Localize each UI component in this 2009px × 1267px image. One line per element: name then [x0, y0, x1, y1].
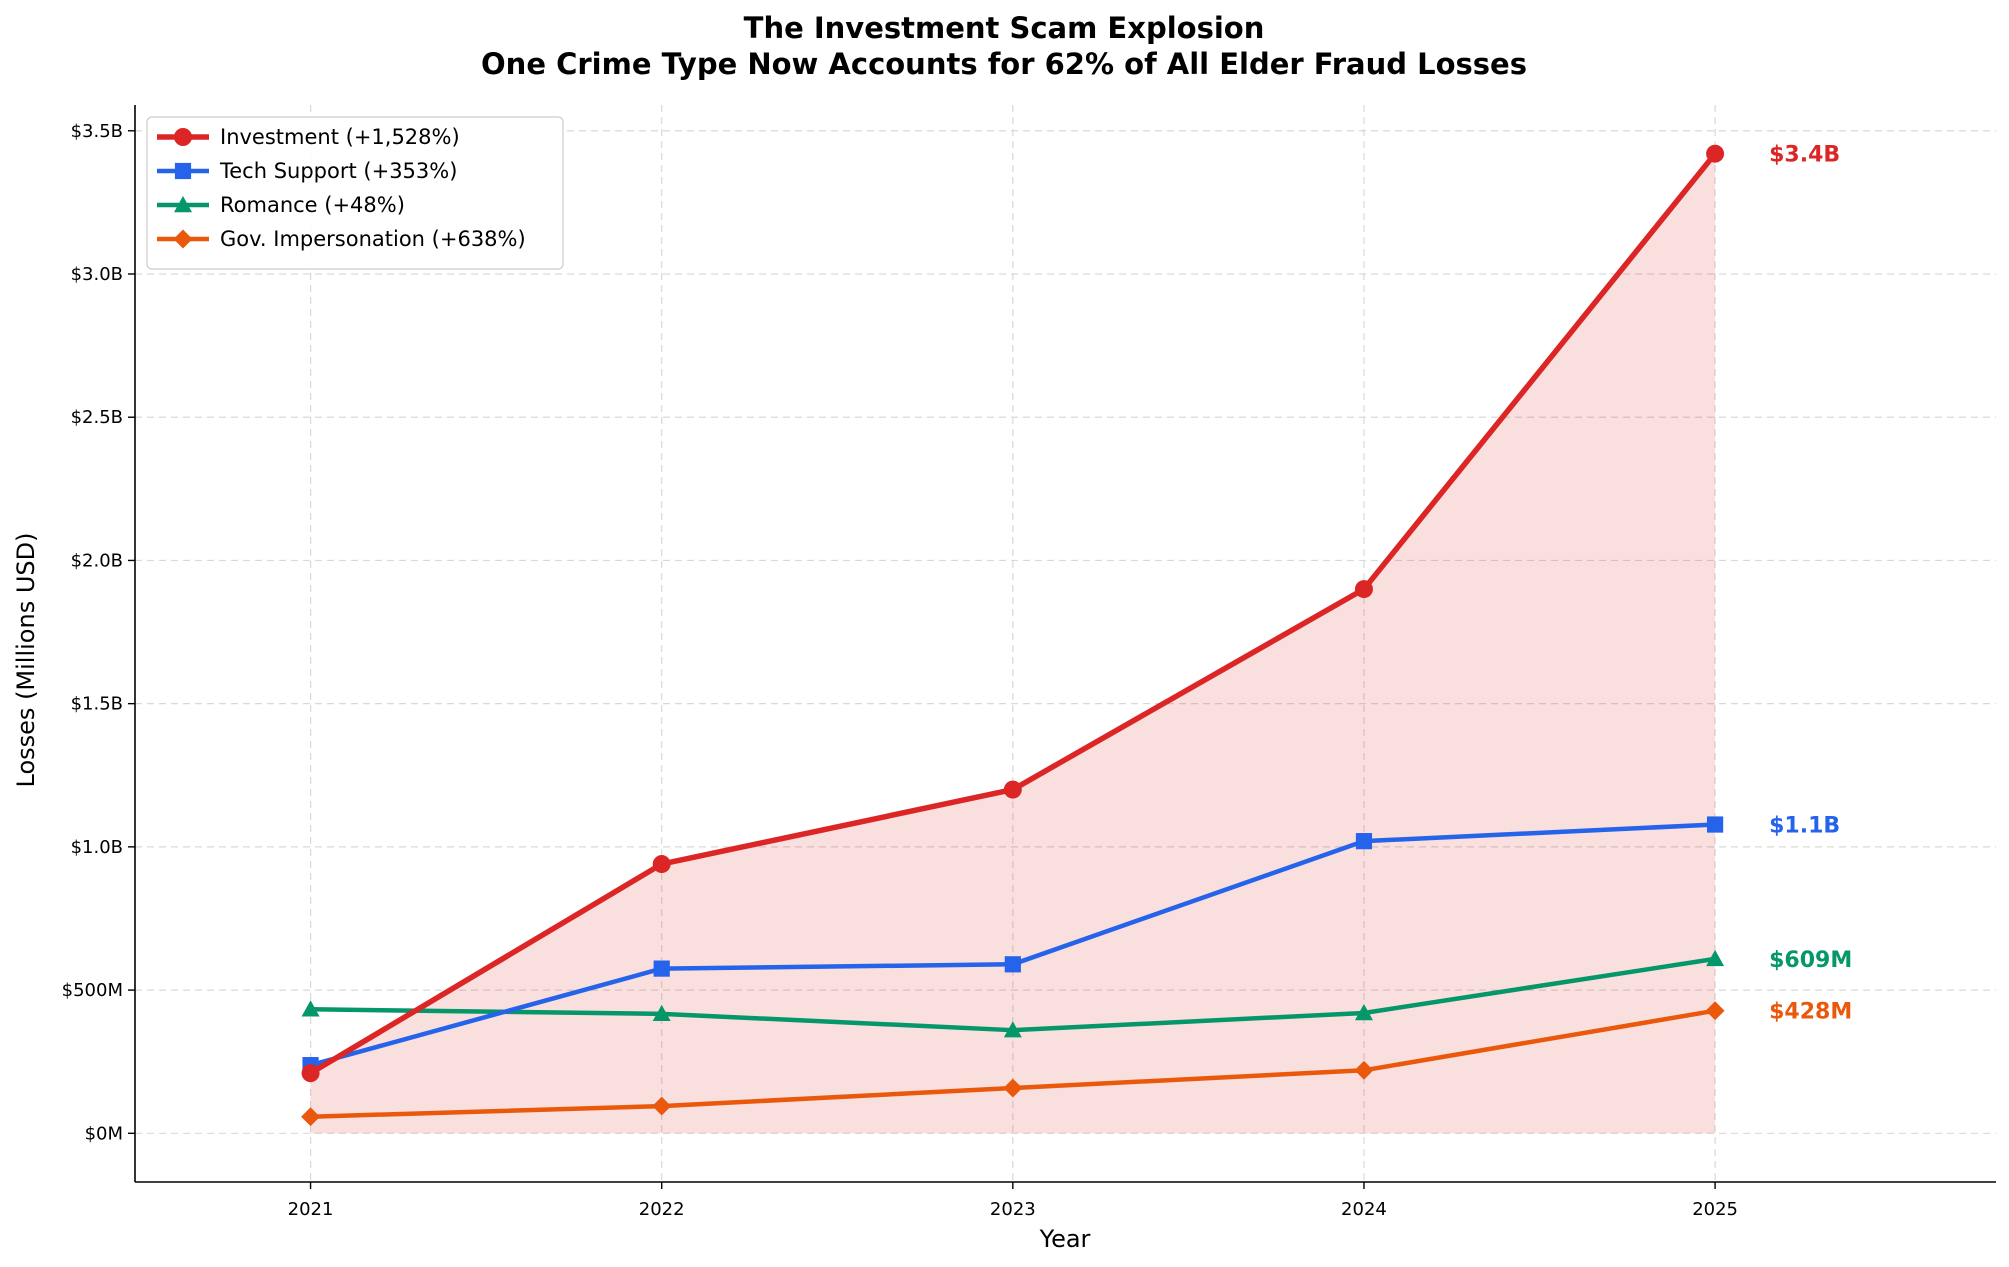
x-axis-label: Year [1039, 1225, 1091, 1253]
data-point-s1-1 [653, 960, 670, 977]
legend: Investment (+1,528%) Tech Support (+353%)… [146, 116, 564, 270]
fill-layer [310, 153, 1716, 1134]
x-tick-label-3: 2024 [1341, 1199, 1387, 1220]
y-tick-label-7: $3.5B [71, 121, 123, 142]
y-tick-label-6: $3.0B [71, 264, 123, 285]
data-point-s1-2 [1004, 956, 1021, 973]
data-point-s2-3 [1354, 1004, 1373, 1021]
chart-subtitle: One Crime Type Now Accounts for 62% of A… [481, 47, 1527, 81]
end-labels: $3.4B $1.1B $609M $428M [1769, 143, 1852, 1025]
end-value-label-2: $609M [1769, 948, 1852, 973]
legend-label-0: Investment (+1,528%) [220, 125, 460, 149]
data-point-s0-0 [301, 1064, 320, 1083]
end-value-label-3: $428M [1769, 1000, 1852, 1025]
legend-marker-2 [174, 196, 192, 213]
data-point-s3-1 [652, 1096, 672, 1116]
data-point-s2-2 [1003, 1021, 1022, 1038]
data-point-s2-1 [652, 1004, 671, 1022]
y-ticks: $0M $500M $1.0B $1.5B $2.0B $2.5B $3.0B $3.5B [62, 121, 135, 1144]
legend-marker-3 [173, 229, 193, 249]
data-point-s3-0 [301, 1107, 321, 1127]
y-axis-label: Losses (Millions USD) [12, 533, 40, 788]
data-point-s2-0 [301, 1000, 320, 1017]
x-tick-label-1: 2022 [639, 1199, 685, 1220]
legend-label-1: Tech Support (+353%) [219, 159, 457, 183]
end-value-label-0: $3.4B [1769, 143, 1840, 168]
legend-label-2: Romance (+48%) [220, 193, 405, 217]
y-tick-label-2: $1.0B [71, 837, 123, 858]
axes [134, 105, 1996, 1183]
end-value-label-1: $1.1B [1769, 814, 1840, 839]
data-point-s0-4 [1706, 144, 1725, 163]
data-point-s3-2 [1003, 1078, 1023, 1098]
grid [135, 105, 1996, 1182]
data-point-s3-4 [1705, 1001, 1725, 1021]
x-tick-label-2: 2023 [990, 1199, 1036, 1220]
data-point-s0-1 [652, 855, 671, 874]
legend-box [146, 116, 564, 270]
y-tick-label-0: $0M [85, 1123, 123, 1144]
y-tick-label-5: $2.5B [71, 407, 123, 428]
chart-title: The Investment Scam Explosion [744, 11, 1265, 45]
data-point-s0-2 [1003, 780, 1022, 799]
legend-label-3: Gov. Impersonation (+638%) [220, 227, 526, 251]
y-tick-label-1: $500M [62, 980, 123, 1001]
y-tick-label-4: $2.0B [71, 550, 123, 571]
x-ticks: 2021 2022 2023 2024 2025 [288, 1182, 1738, 1220]
y-tick-label-3: $1.5B [71, 694, 123, 715]
data-point-s1-4 [1706, 816, 1724, 833]
x-tick-label-0: 2021 [288, 1199, 334, 1220]
data-point-s3-3 [1354, 1060, 1374, 1080]
x-tick-label-4: 2025 [1692, 1199, 1738, 1220]
data-point-s0-3 [1354, 580, 1373, 599]
legend-marker-0 [174, 128, 192, 146]
area-fill-series-0 [310, 153, 1716, 1134]
data-point-s2-4 [1706, 949, 1725, 967]
legend-marker-1 [174, 162, 192, 180]
series-layer [301, 144, 1725, 1127]
data-point-s1-3 [1355, 833, 1373, 850]
